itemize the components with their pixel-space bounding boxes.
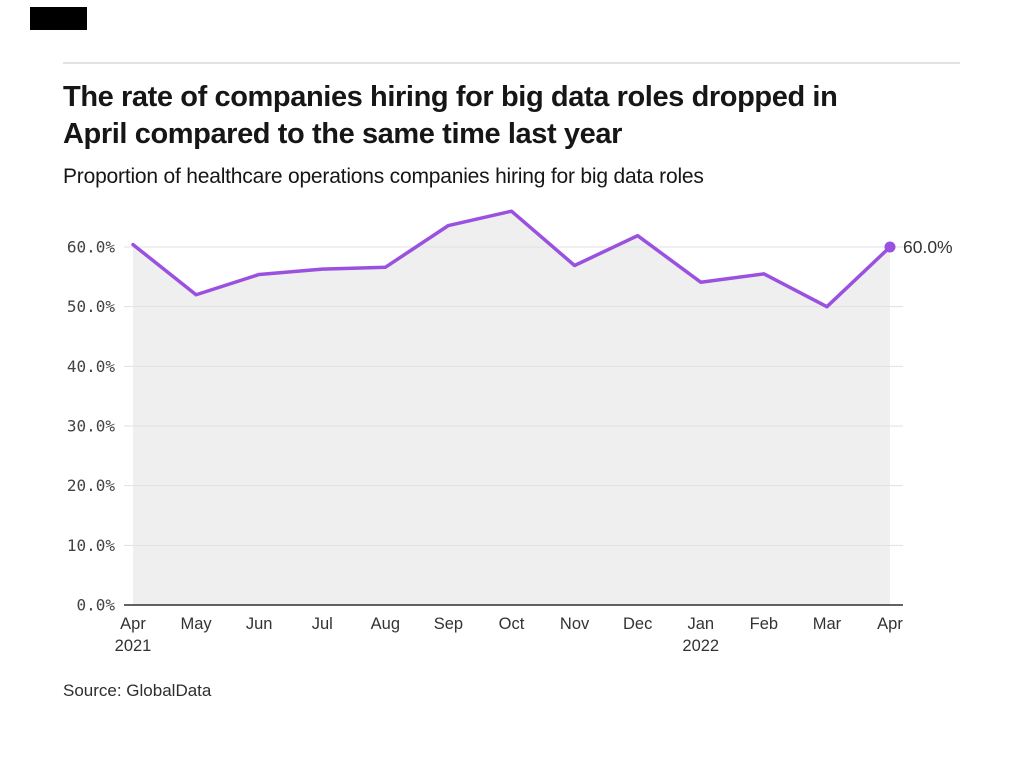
- x-tick-label: Jun: [246, 615, 273, 633]
- data-line: [131, 209, 892, 309]
- chart-title: The rate of companies hiring for big dat…: [63, 79, 983, 153]
- header-divider: [63, 62, 960, 64]
- x-tick-label: Apr: [120, 615, 146, 633]
- y-tick-label: 20.0%: [67, 476, 116, 495]
- chart-title-line-1: The rate of companies hiring for big dat…: [63, 81, 838, 113]
- x-tick-label: Nov: [560, 615, 590, 633]
- x-tick-label: Sep: [434, 615, 463, 633]
- x-tick-label: Feb: [750, 615, 778, 633]
- y-tick-label: 10.0%: [67, 536, 116, 555]
- x-tick-label: Aug: [371, 615, 400, 633]
- y-tick-label: 40.0%: [67, 357, 116, 376]
- x-year-label: 2021: [115, 637, 152, 655]
- x-tick-label: Oct: [499, 615, 525, 633]
- x-tick-label: Mar: [813, 615, 842, 633]
- y-tick-label: 0.0%: [76, 596, 115, 615]
- area-fill: [133, 211, 890, 605]
- x-year-label: 2022: [682, 637, 719, 655]
- x-tick-label: Apr: [877, 615, 903, 633]
- chart-subtitle: Proportion of healthcare operations comp…: [63, 165, 704, 188]
- x-tick-label: Jul: [312, 615, 333, 633]
- source-note: Source: GlobalData: [63, 681, 212, 700]
- x-tick-label: Dec: [623, 615, 652, 633]
- x-tick-label: May: [180, 615, 212, 633]
- end-value-label: 60.0%: [903, 237, 953, 257]
- y-tick-label: 30.0%: [67, 417, 116, 436]
- y-tick-label: 50.0%: [67, 297, 116, 316]
- end-point-marker: [884, 241, 896, 253]
- globaldata-logo: [30, 7, 87, 30]
- x-tick-label: Jan: [687, 615, 714, 633]
- chart-title-line-2: April compared to the same time last yea…: [63, 118, 622, 150]
- y-tick-label: 60.0%: [67, 238, 116, 257]
